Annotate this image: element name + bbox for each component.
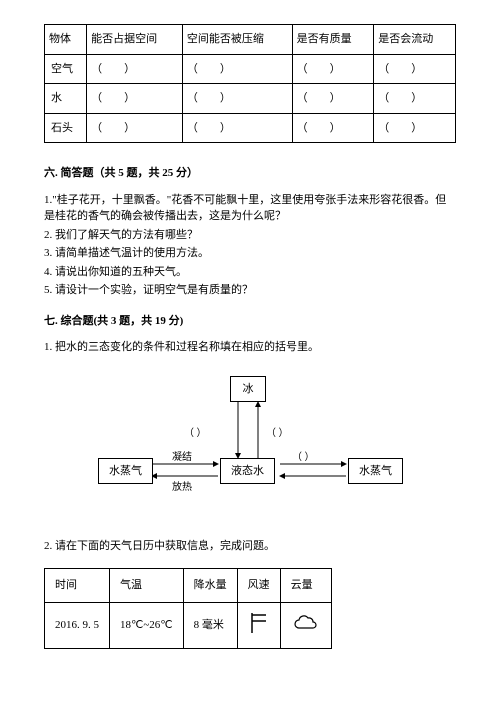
t2-date: 2016. 9. 5 bbox=[45, 602, 110, 649]
t1-r1-c0: （ ） bbox=[87, 84, 183, 114]
properties-table: 物体 能否占据空间 空间能否被压缩 是否有质量 是否会流动 空气 （ ） （ ）… bbox=[44, 24, 456, 143]
t1-r1-c2: （ ） bbox=[292, 84, 374, 114]
t1-r2-c0: （ ） bbox=[87, 113, 183, 143]
edge-label-right: （ ） bbox=[292, 450, 315, 465]
t2-h0: 时间 bbox=[45, 569, 110, 603]
t1-h3: 是否有质量 bbox=[292, 25, 374, 55]
edge-label-top-right: （ ） bbox=[266, 426, 289, 441]
t2-h3: 风速 bbox=[237, 569, 280, 603]
node-liquid: 液态水 bbox=[220, 458, 275, 485]
t1-h1: 能否占据空间 bbox=[87, 25, 183, 55]
state-change-diagram: 冰 水蒸气 液态水 水蒸气 （ ） （ ） 凝结 放热 （ ） bbox=[80, 370, 420, 520]
table-row: 空气 （ ） （ ） （ ） （ ） bbox=[45, 54, 456, 84]
cloud-icon bbox=[291, 612, 321, 640]
q6-2: 2. 我们了解天气的方法有哪些？ bbox=[44, 227, 456, 244]
t1-r0-c3: （ ） bbox=[374, 54, 456, 84]
node-steam-left: 水蒸气 bbox=[98, 458, 153, 485]
q6-4: 4. 请说出你知道的五种天气。 bbox=[44, 264, 456, 281]
q6-3: 3. 请简单描述气温计的使用方法。 bbox=[44, 245, 456, 262]
t1-r0-c1: （ ） bbox=[182, 54, 292, 84]
t1-r1-label: 水 bbox=[45, 84, 87, 114]
t2-temp: 18℃~26℃ bbox=[110, 602, 184, 649]
section6-list: 1."桂子花开，十里飘香。"花香不可能飘十里，这里使用夸张手法来形容花很香。但是… bbox=[44, 192, 456, 299]
edge-label-top-left: （ ） bbox=[184, 426, 207, 441]
t1-r2-c3: （ ） bbox=[374, 113, 456, 143]
t1-r1-c3: （ ） bbox=[374, 84, 456, 114]
table-row: 2016. 9. 5 18℃~26℃ 8 毫米 bbox=[45, 602, 332, 649]
table-row: 石头 （ ） （ ） （ ） （ ） bbox=[45, 113, 456, 143]
t1-h0: 物体 bbox=[45, 25, 87, 55]
t2-h2: 降水量 bbox=[183, 569, 237, 603]
wind-flag-icon bbox=[248, 611, 270, 641]
t1-r0-label: 空气 bbox=[45, 54, 87, 84]
node-steam-right: 水蒸气 bbox=[348, 458, 403, 485]
table-row: 水 （ ） （ ） （ ） （ ） bbox=[45, 84, 456, 114]
edge-label-left-bottom: 放热 bbox=[172, 480, 192, 495]
q6-1: 1."桂子花开，十里飘香。"花香不可能飘十里，这里使用夸张手法来形容花很香。但是… bbox=[44, 192, 456, 225]
t2-h4: 云量 bbox=[280, 569, 331, 603]
q7-1: 1. 把水的三态变化的条件和过程名称填在相应的括号里。 bbox=[44, 339, 456, 356]
t2-h1: 气温 bbox=[110, 569, 184, 603]
t1-h2: 空间能否被压缩 bbox=[182, 25, 292, 55]
weather-table: 时间 气温 降水量 风速 云量 2016. 9. 5 18℃~26℃ 8 毫米 bbox=[44, 568, 332, 649]
edge-label-left-top: 凝结 bbox=[172, 450, 192, 465]
q6-5: 5. 请设计一个实验，证明空气是有质量的？ bbox=[44, 282, 456, 299]
section7-title: 七. 综合题(共 3 题，共 19 分) bbox=[44, 313, 456, 330]
t2-wind bbox=[237, 602, 280, 649]
t1-h4: 是否会流动 bbox=[374, 25, 456, 55]
node-ice: 冰 bbox=[230, 376, 266, 403]
q7-2: 2. 请在下面的天气日历中获取信息，完成问题。 bbox=[44, 538, 456, 555]
t1-r0-c2: （ ） bbox=[292, 54, 374, 84]
t1-r2-label: 石头 bbox=[45, 113, 87, 143]
t1-r0-c0: （ ） bbox=[87, 54, 183, 84]
t2-cloud bbox=[280, 602, 331, 649]
section6-title: 六. 简答题（共 5 题，共 25 分） bbox=[44, 165, 456, 182]
t1-r1-c1: （ ） bbox=[182, 84, 292, 114]
t1-r2-c1: （ ） bbox=[182, 113, 292, 143]
t2-precip: 8 毫米 bbox=[183, 602, 237, 649]
t1-r2-c2: （ ） bbox=[292, 113, 374, 143]
